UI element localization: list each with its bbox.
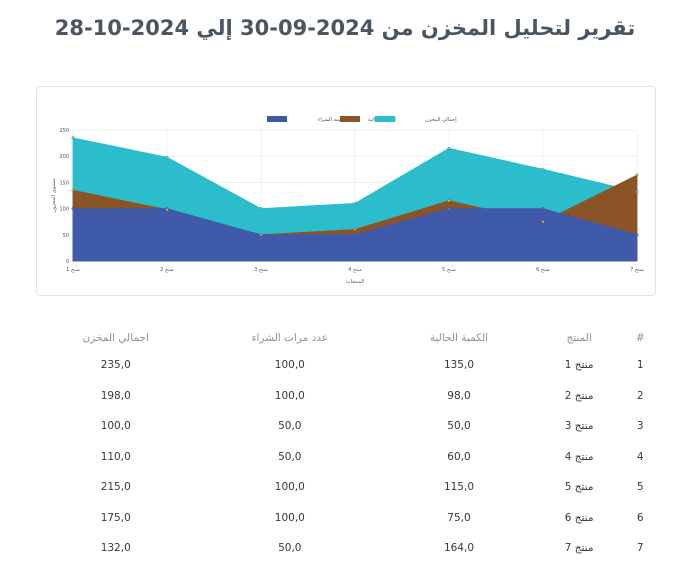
cell-total: 235,0 [100, 359, 131, 372]
cell-purchases: 100,0 [274, 389, 305, 402]
cell-current: 135,0 [443, 359, 474, 372]
cell-total: 215,0 [100, 481, 131, 494]
y-tick-label: 250 [59, 128, 69, 134]
cell-product: منتج 4 [564, 450, 594, 463]
cell-product: منتج 2 [564, 389, 594, 402]
data-point [259, 207, 263, 211]
header-total: اجمالي المخزن [82, 332, 149, 344]
data-point [71, 188, 75, 192]
table-row: 4 منتج 4 60,0 50,0 110,0 [36, 442, 656, 473]
data-point [353, 228, 357, 232]
x-axis-title: المنتجات [346, 279, 364, 285]
cell-product: منتج 7 [564, 542, 594, 555]
cell-purchases: 100,0 [274, 359, 305, 372]
data-point [353, 201, 357, 205]
legend-swatch [340, 116, 360, 122]
table-row: 5 منتج 5 115,0 100,0 215,0 [36, 472, 656, 503]
cell-purchases: 50,0 [278, 420, 302, 433]
data-point [447, 199, 451, 203]
header-current: الكمية الحالية [429, 332, 489, 344]
data-point [541, 207, 545, 211]
table-row: 2 منتج 2 98,0 100,0 198,0 [36, 381, 656, 412]
cell-total: 100,0 [100, 420, 131, 433]
cell-index: 3 [636, 420, 644, 433]
x-tick-label: منتج 7 [630, 267, 644, 273]
area-chart: 0 50 100 150 200 250 منتج 1 منتج 2 منتج 3 منتج 4 م… [51, 116, 644, 285]
x-tick-label: منتج 3 [254, 267, 268, 273]
cell-current: 164,0 [443, 542, 474, 555]
y-axis-title: مستوى المخزون [51, 178, 57, 213]
cell-index: 2 [636, 389, 644, 402]
cell-index: 4 [636, 450, 644, 463]
header-product: المنتج [566, 332, 592, 344]
cell-product: منتج 6 [564, 511, 594, 524]
y-tick-label: 150 [59, 180, 69, 186]
cell-total: 110,0 [100, 450, 131, 463]
cell-index: 7 [636, 542, 644, 555]
data-point [71, 207, 75, 211]
data-point [71, 136, 75, 140]
table-row: 3 منتج 3 50,0 50,0 100,0 [36, 411, 656, 442]
cell-current: 50,0 [447, 420, 471, 433]
legend-label: كمية الشراء [318, 117, 344, 123]
cell-total: 175,0 [100, 511, 131, 524]
legend-swatch [267, 116, 287, 122]
header-index: # [635, 332, 645, 344]
cell-purchases: 50,0 [278, 542, 302, 555]
cell-current: 98,0 [447, 389, 471, 402]
inventory-table: # المنتج الكمية الحالية عدد مرات الشراء … [36, 326, 656, 564]
data-point [635, 233, 639, 237]
legend-swatch [375, 116, 395, 122]
table-header-row: # المنتج الكمية الحالية عدد مرات الشراء … [36, 326, 656, 350]
data-point [259, 233, 263, 237]
chart-card: 0 50 100 150 200 250 منتج 1 منتج 2 منتج 3 منتج 4 م… [36, 86, 656, 296]
cell-current: 60,0 [447, 450, 471, 463]
cell-index: 6 [636, 511, 644, 524]
legend-label: إجمالي المخزن [425, 117, 457, 123]
cell-product: منتج 5 [564, 481, 594, 494]
cell-index: 1 [636, 359, 644, 372]
cell-purchases: 100,0 [274, 481, 305, 494]
x-tick-label: منتج 6 [536, 267, 550, 273]
data-point [353, 233, 357, 237]
cell-product: منتج 3 [564, 420, 594, 433]
data-point [541, 220, 545, 224]
x-tick-label: منتج 2 [160, 267, 174, 273]
cell-total: 198,0 [100, 389, 131, 402]
x-tick-label: منتج 1 [66, 267, 80, 273]
cell-product: منتج 1 [564, 359, 594, 372]
table-row: 6 منتج 6 75,0 100,0 175,0 [36, 503, 656, 534]
cell-purchases: 50,0 [278, 450, 302, 463]
cell-current: 75,0 [447, 511, 471, 524]
cell-index: 5 [636, 481, 644, 494]
cell-purchases: 100,0 [274, 511, 305, 524]
table-row: 1 منتج 1 135,0 100,0 235,0 [36, 350, 656, 381]
x-tick-label: منتج 5 [442, 267, 456, 273]
data-point [447, 207, 451, 211]
y-tick-label: 50 [63, 233, 69, 239]
data-point [541, 167, 545, 171]
y-tick-label: 200 [59, 154, 69, 160]
data-point [635, 190, 639, 194]
data-point [165, 208, 169, 212]
data-point [635, 173, 639, 177]
cell-current: 115,0 [443, 481, 474, 494]
x-tick-label: منتج 4 [348, 267, 362, 273]
report-title: تقرير لتحليل المخزن من 2024-09-30 إلي 20… [54, 16, 636, 40]
y-tick-label: 0 [66, 259, 69, 265]
y-tick-label: 100 [59, 207, 69, 213]
data-point [165, 155, 169, 159]
header-purchases: عدد مرات الشراء [251, 332, 329, 344]
data-point [447, 146, 451, 150]
cell-total: 132,0 [100, 542, 131, 555]
table-row: 7 منتج 7 164,0 50,0 132,0 [36, 533, 656, 564]
